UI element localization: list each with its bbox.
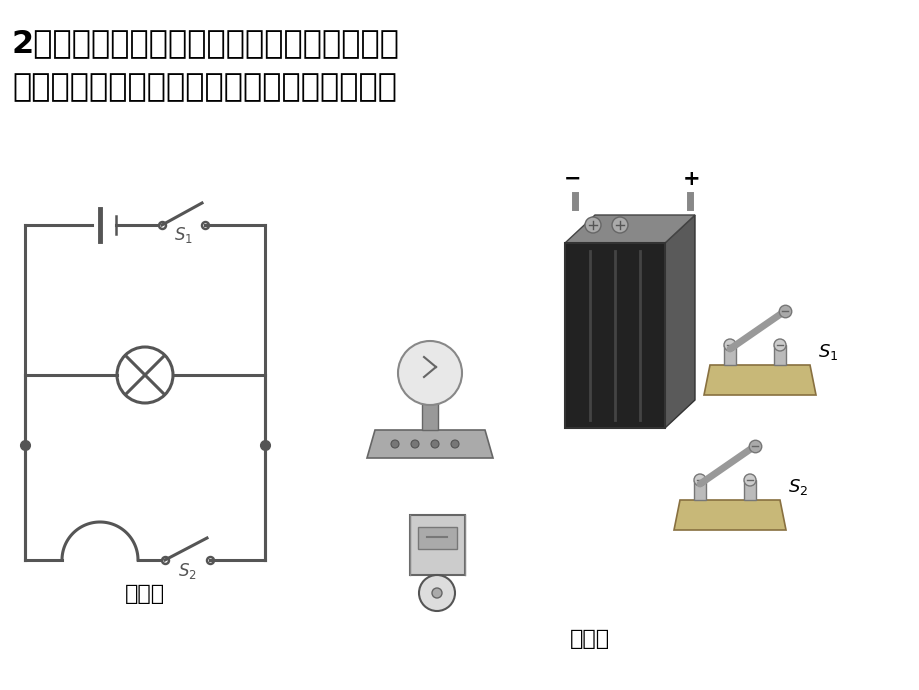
Text: （乙）: （乙） (569, 629, 609, 649)
Circle shape (723, 339, 735, 351)
Text: +: + (683, 169, 700, 189)
Bar (422, 400, 437, 430)
Bar (564, 243, 664, 428)
Circle shape (391, 440, 399, 448)
Circle shape (693, 474, 705, 486)
Bar (410, 515, 464, 575)
Text: $S_1$: $S_1$ (174, 225, 192, 245)
Polygon shape (703, 365, 815, 395)
Polygon shape (674, 500, 785, 530)
Circle shape (611, 217, 628, 233)
Bar (773, 345, 785, 365)
Polygon shape (664, 215, 694, 428)
Circle shape (432, 588, 441, 598)
Circle shape (398, 341, 461, 405)
Circle shape (430, 440, 438, 448)
Circle shape (418, 575, 455, 611)
Bar (723, 345, 735, 365)
Text: 中各个元件连接起来（用铅笔画线表示导线）: 中各个元件连接起来（用铅笔画线表示导线） (12, 72, 397, 103)
Text: $S_2$: $S_2$ (788, 477, 807, 497)
Polygon shape (367, 430, 493, 458)
Circle shape (743, 474, 755, 486)
Circle shape (773, 339, 785, 351)
Circle shape (584, 217, 600, 233)
Bar (417, 527, 457, 549)
Bar (743, 480, 755, 500)
Polygon shape (564, 215, 694, 243)
Text: $S_1$: $S_1$ (817, 342, 837, 362)
Text: −: − (563, 169, 581, 189)
Text: 2、按照图（甲）所示的电路图，将图（乙）: 2、按照图（甲）所示的电路图，将图（乙） (12, 28, 400, 59)
Text: （甲）: （甲） (125, 584, 165, 604)
Circle shape (411, 440, 418, 448)
Bar (693, 480, 705, 500)
Circle shape (450, 440, 459, 448)
Text: $S_2$: $S_2$ (177, 561, 196, 581)
